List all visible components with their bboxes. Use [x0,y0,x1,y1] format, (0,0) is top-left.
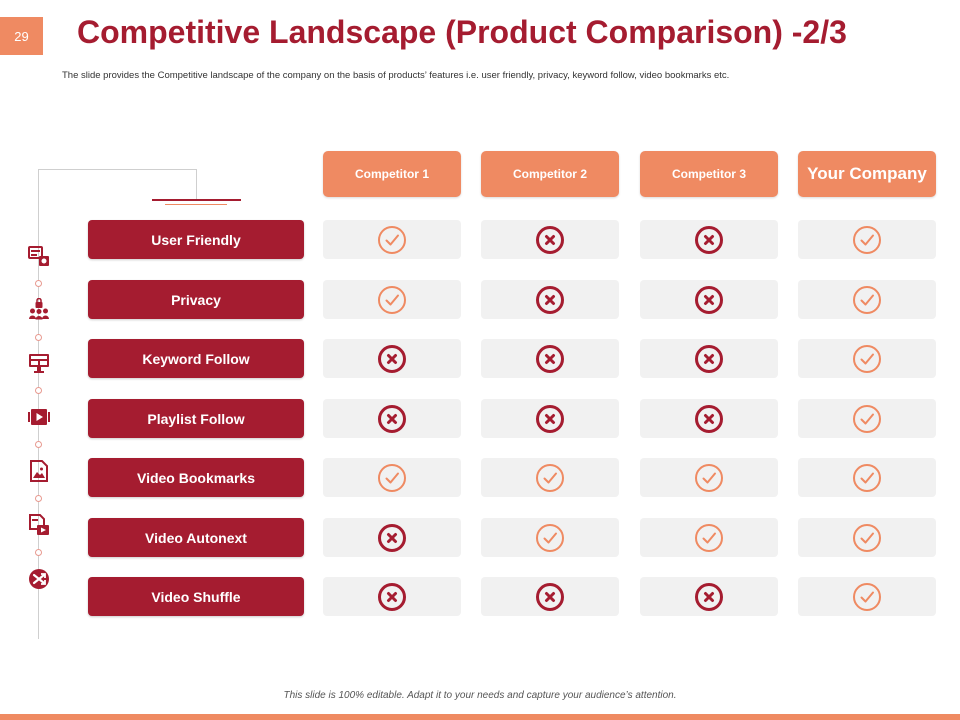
accent-line [152,199,241,201]
timeline-dot [35,495,42,502]
connector-line-vertical [38,169,39,639]
timeline-dot [35,441,42,448]
footer-note: This slide is 100% editable. Adapt it to… [283,690,677,701]
image-file-icon [30,460,48,482]
comparison-cell [640,518,778,557]
timeline-dot [35,387,42,394]
check-icon [536,463,564,492]
comparison-cell [798,280,936,319]
check-icon [378,463,406,492]
comparison-cell [640,577,778,616]
video-play-icon [28,409,50,425]
connector-line-horizontal [38,169,197,170]
column-header-competitor-2: Competitor 2 [481,151,619,197]
column-header-competitor-3: Competitor 3 [640,151,778,197]
column-header-your-company: Your Company [798,151,936,197]
comparison-cell [323,518,461,557]
comparison-cell [798,518,936,557]
page-number: 29 [0,17,43,55]
accent-line-secondary [165,204,227,205]
check-icon [536,523,564,552]
comparison-cell [481,458,619,497]
comparison-cell [323,220,461,259]
check-icon [853,582,881,611]
cross-icon [695,344,723,373]
slide-subtitle: The slide provides the Competitive lands… [62,70,730,81]
check-icon [853,285,881,314]
cross-icon [378,344,406,373]
cross-icon [536,404,564,433]
comparison-cell [798,399,936,438]
comparison-cell [798,339,936,378]
comparison-cell [323,577,461,616]
cross-icon [536,582,564,611]
comparison-cell [481,518,619,557]
cross-icon [378,404,406,433]
cross-icon [695,404,723,433]
check-icon [853,523,881,552]
feature-label: Video Bookmarks [88,458,304,497]
cross-icon [536,344,564,373]
user-group-lock-icon [29,298,49,320]
comparison-cell [481,577,619,616]
cross-icon [695,285,723,314]
timeline-dot [35,334,42,341]
comparison-cell [323,339,461,378]
comparison-cell [640,458,778,497]
comparison-cell [640,399,778,438]
comparison-cell [798,577,936,616]
comparison-cell [481,220,619,259]
check-icon [853,404,881,433]
cross-icon [378,582,406,611]
slide-title: Competitive Landscape (Product Compariso… [77,14,847,50]
cross-icon [695,582,723,611]
feature-label: Playlist Follow [88,399,304,438]
comparison-cell [323,399,461,438]
footer-bar [0,714,960,720]
column-header-competitor-1: Competitor 1 [323,151,461,197]
monitor-settings-icon [28,246,49,266]
comparison-cell [640,280,778,319]
comparison-cell [640,220,778,259]
comparison-cell [323,280,461,319]
feature-label: Privacy [88,280,304,319]
check-icon [695,523,723,552]
comparison-cell [323,458,461,497]
check-icon [853,463,881,492]
web-monitor-icon [29,354,49,373]
check-icon [378,285,406,314]
check-icon [853,225,881,254]
cross-icon [695,225,723,254]
timeline-dot [35,549,42,556]
cross-icon [536,285,564,314]
feature-label: User Friendly [88,220,304,259]
feature-label: Video Autonext [88,518,304,557]
shuffle-icon [29,569,49,589]
comparison-cell [481,339,619,378]
check-icon [378,225,406,254]
comparison-cell [798,458,936,497]
feature-label: Keyword Follow [88,339,304,378]
cross-icon [378,523,406,552]
comparison-cell [481,280,619,319]
cross-icon [536,225,564,254]
check-icon [853,344,881,373]
comparison-cell [640,339,778,378]
comparison-cell [481,399,619,438]
connector-line-drop [196,169,197,199]
video-file-icon [29,514,49,535]
check-icon [695,463,723,492]
timeline-dot [35,280,42,287]
feature-label: Video Shuffle [88,577,304,616]
comparison-cell [798,220,936,259]
